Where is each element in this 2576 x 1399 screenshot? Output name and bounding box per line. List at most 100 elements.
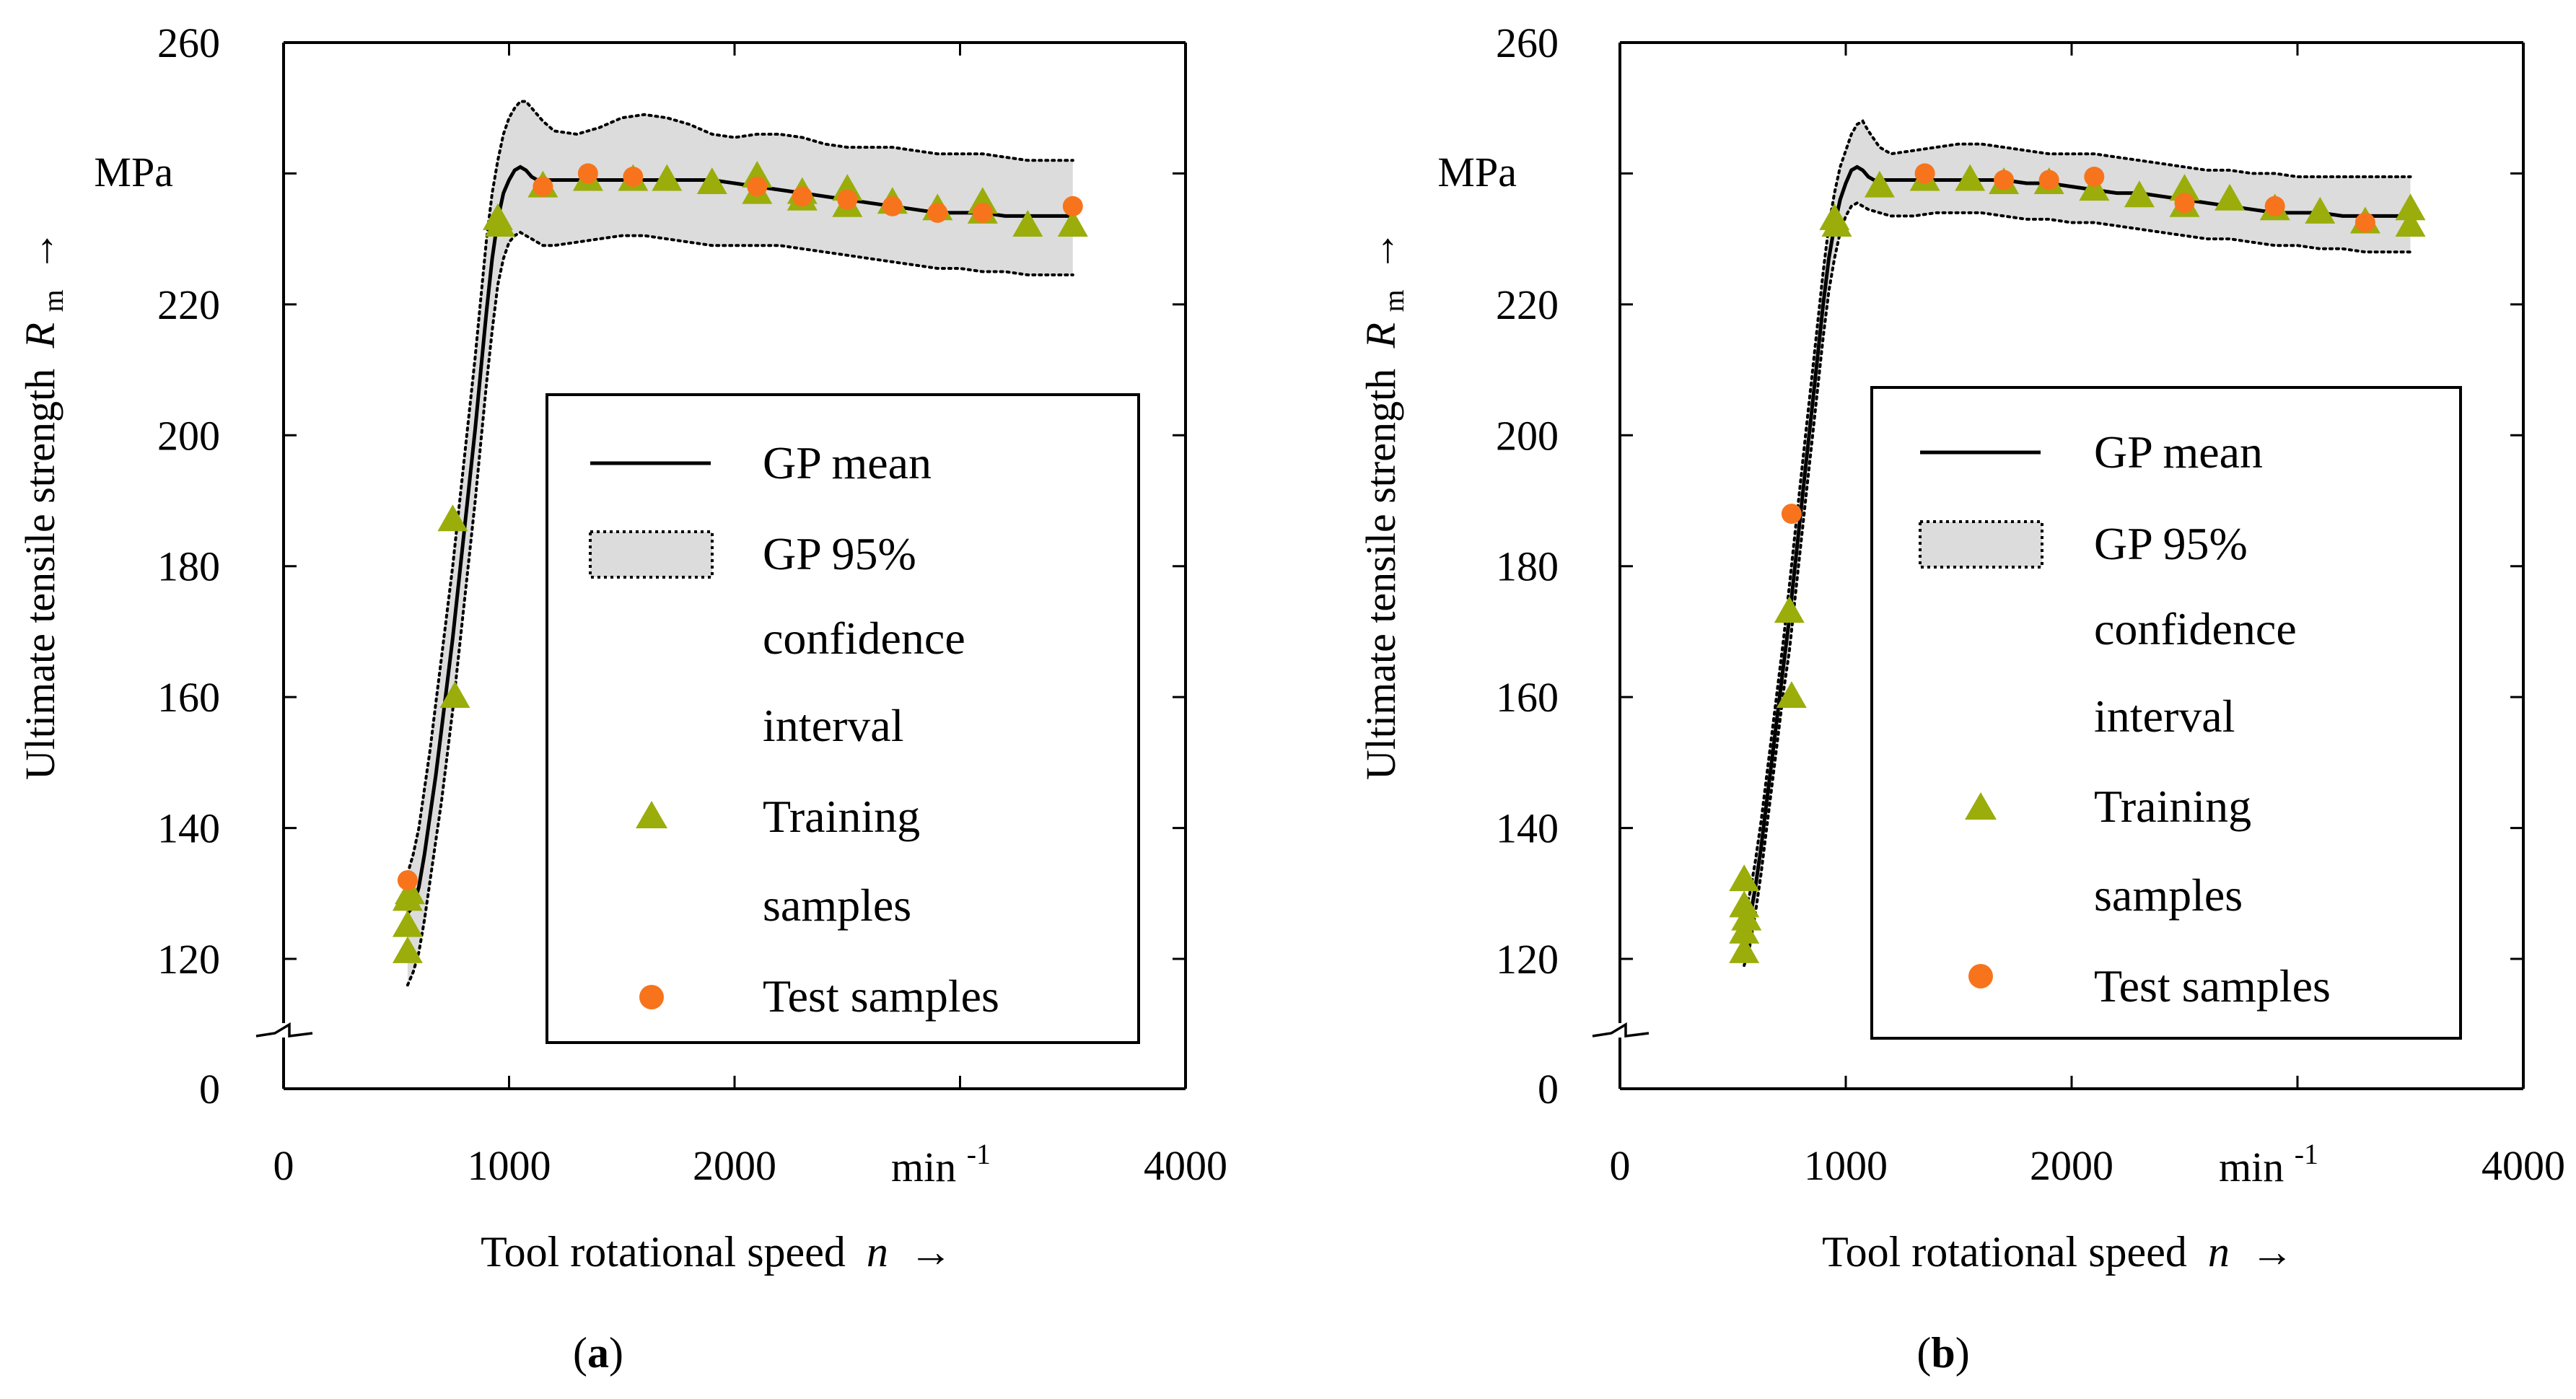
y-axis-variable: R — [1357, 323, 1404, 348]
y-axis-variable: R — [17, 323, 63, 348]
y-tick-label: 120 — [1496, 936, 1559, 983]
test-sample-point — [1781, 504, 1802, 525]
test-sample-point — [1914, 163, 1935, 184]
training-sample-point — [392, 910, 423, 937]
test-sample-point — [1062, 196, 1083, 216]
legend-label-gp-95-line1: GP 95% — [763, 528, 916, 579]
test-sample-point — [2354, 212, 2375, 233]
training-sample-point — [1864, 170, 1895, 198]
legend-label-test: Test samples — [2094, 960, 2331, 1012]
training-sample-point — [1729, 864, 1760, 892]
test-sample-point — [747, 176, 768, 197]
x-unit-exponent: -1 — [967, 1138, 991, 1170]
test-sample-point — [2264, 196, 2285, 216]
y-axis-variable-subscript: m — [37, 289, 69, 312]
y-tick-label: 160 — [157, 674, 220, 721]
x-tick-label: 2000 — [693, 1142, 776, 1189]
y-tick-label: 140 — [157, 805, 220, 852]
legend-label-gp-95-line2: confidence — [2094, 603, 2297, 654]
legend-label-training-line1: Training — [763, 791, 920, 842]
gp-lower-bound — [406, 230, 1074, 987]
legend-label-gp-95-line3: interval — [2094, 690, 2235, 742]
legend-label-test: Test samples — [763, 970, 999, 1022]
training-sample-point — [1012, 210, 1043, 237]
training-sample-point — [1955, 164, 1986, 191]
y-tick-label: 220 — [1496, 281, 1559, 328]
x-unit-text: min — [891, 1144, 956, 1190]
y-tick-label: 200 — [157, 412, 220, 459]
test-sample-point — [533, 176, 553, 197]
x-axis-arrow: → — [2251, 1228, 2294, 1276]
x-axis-title: Tool rotational speed n → — [481, 1228, 952, 1276]
training-sample-point — [1729, 936, 1760, 963]
legend-label-gp-95-line1: GP 95% — [2094, 518, 2248, 569]
training-sample-point — [652, 164, 683, 191]
y-tick-label: 180 — [1496, 543, 1559, 590]
x-axis-variable: n — [2208, 1228, 2230, 1276]
y-axis-variable-subscript: m — [1377, 289, 1410, 312]
test-sample-point — [2084, 167, 2105, 187]
training-sample-point — [1776, 681, 1807, 709]
gp-confidence-band — [1744, 120, 2411, 966]
gp-upper-bound — [406, 100, 1074, 876]
legend-label-training-line2: samples — [2094, 869, 2243, 921]
x-tick-label: 4000 — [1144, 1142, 1227, 1189]
legend: GP mean GP 95% confidence interval Train… — [546, 393, 1140, 1044]
y-axis-title: Ultimate tensile strength R m → — [17, 230, 72, 780]
test-sample-point — [927, 202, 948, 223]
y-tick-label: 260 — [157, 19, 220, 66]
x-axis-title: Tool rotational speed n → — [1822, 1228, 2294, 1276]
x-unit-text: min — [2219, 1144, 2284, 1190]
x-axis-title-text: Tool rotational speed — [1822, 1228, 2187, 1276]
y-tick-label: 120 — [157, 936, 220, 983]
training-sample-point — [1821, 210, 1852, 237]
training-sample-point — [437, 504, 468, 532]
training-sample-point — [2079, 174, 2110, 201]
panel-label-letter: a — [587, 1329, 609, 1377]
test-sample-point — [2038, 170, 2059, 190]
legend-label-training-line2: samples — [763, 880, 911, 931]
legend-box — [1870, 386, 2462, 1040]
legend-band-swatch — [1919, 520, 2043, 569]
y-unit-label: MPa — [94, 149, 173, 196]
legend-circle-marker — [639, 985, 664, 1009]
training-sample-point — [2395, 210, 2426, 237]
training-sample-point — [2305, 196, 2336, 224]
training-sample-point — [696, 167, 727, 194]
legend-label-training-line1: Training — [2094, 781, 2251, 832]
x-axis-arrow: → — [909, 1228, 952, 1276]
gp-upper-bound — [1743, 119, 2412, 915]
y-axis-arrow: → — [17, 230, 63, 272]
y-axis-arrow: → — [1357, 230, 1404, 272]
test-sample-point — [397, 870, 418, 891]
panel-label: (a) — [573, 1329, 623, 1377]
legend-label-gp-95-line3: interval — [763, 700, 903, 751]
y-unit-label: MPa — [1437, 149, 1517, 196]
test-sample-point — [577, 163, 598, 184]
y-tick-label: 260 — [1496, 19, 1559, 66]
training-sample-point — [392, 936, 423, 963]
legend-label-gp-95-line2: confidence — [763, 613, 965, 664]
training-sample-point — [2395, 193, 2426, 221]
y-tick-label: 140 — [1496, 805, 1559, 852]
legend-label-gp-mean: GP mean — [2094, 426, 2263, 478]
gp-confidence-band — [407, 101, 1073, 986]
legend-box — [546, 393, 1140, 1044]
legend-triangle-marker — [1965, 792, 1997, 820]
training-sample-point — [395, 877, 425, 905]
panel-label-letter: b — [1931, 1329, 1955, 1377]
test-sample-point — [623, 167, 644, 187]
training-sample-point — [485, 210, 515, 237]
training-sample-point — [2169, 174, 2200, 201]
legend: GP mean GP 95% confidence interval Train… — [1870, 386, 2462, 1040]
panel-label: (b) — [1916, 1329, 1969, 1377]
y-axis-break-symbol — [255, 1022, 313, 1038]
training-sample-point — [1731, 903, 1762, 931]
x-tick-label: 0 — [273, 1142, 294, 1189]
test-sample-point — [882, 196, 903, 216]
legend-label-gp-mean: GP mean — [763, 437, 932, 488]
x-tick-label: 1000 — [468, 1142, 551, 1189]
y-axis-title-text: Ultimate tensile strength — [1357, 369, 1404, 780]
